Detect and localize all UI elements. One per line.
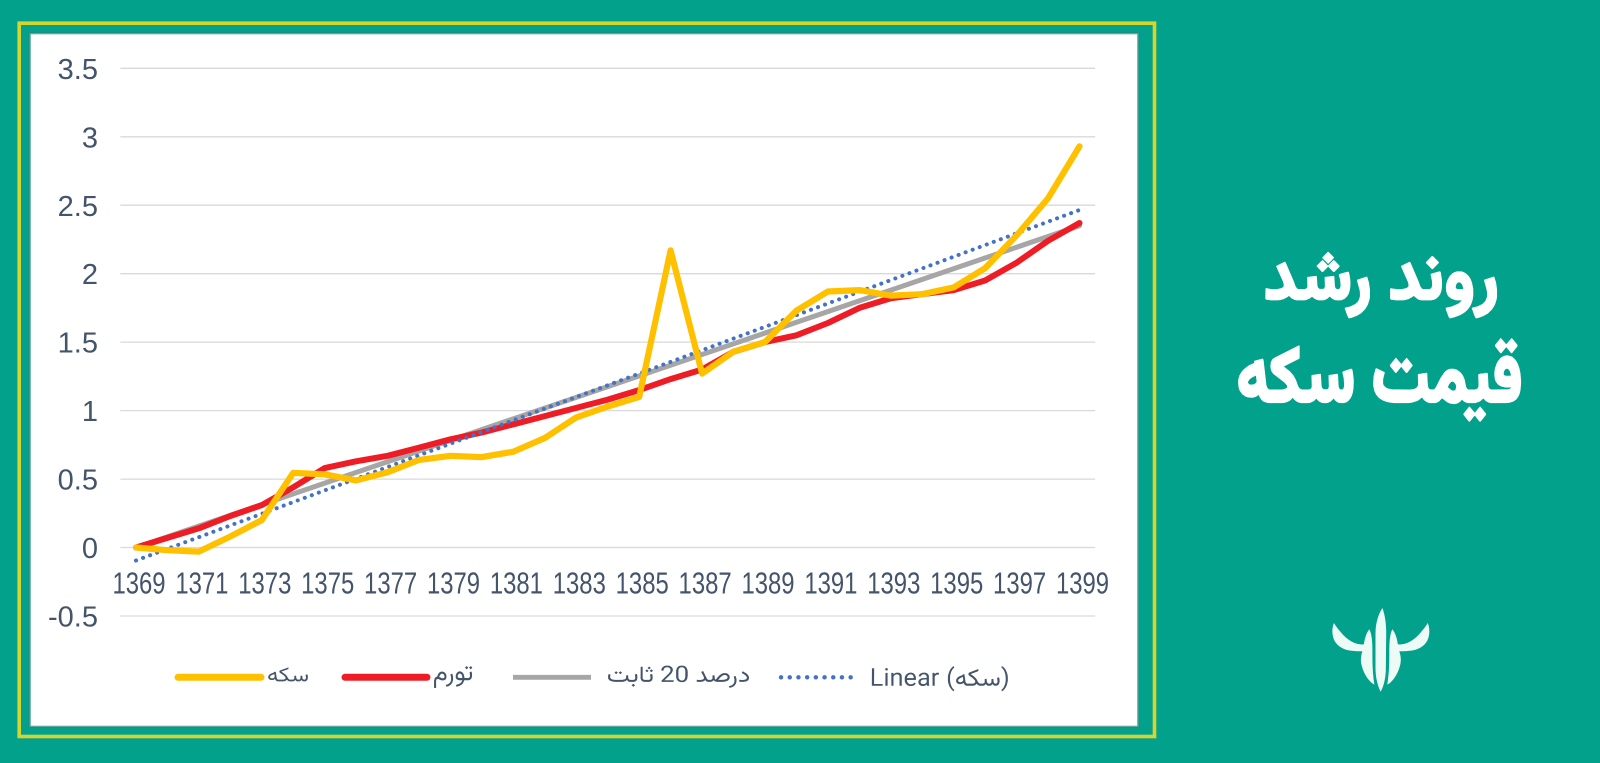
svg-text:2: 2 <box>82 259 98 291</box>
svg-text:1377: 1377 <box>364 565 417 600</box>
svg-text:1: 1 <box>82 396 98 428</box>
svg-text:1389: 1389 <box>741 565 794 600</box>
svg-text:1393: 1393 <box>867 565 920 600</box>
svg-text:1395: 1395 <box>930 565 983 600</box>
svg-text:2.5: 2.5 <box>58 191 98 223</box>
svg-text:1387: 1387 <box>679 565 732 600</box>
svg-text:0.5: 0.5 <box>58 465 98 497</box>
svg-text:1.5: 1.5 <box>58 328 98 360</box>
svg-text:1373: 1373 <box>238 565 291 600</box>
svg-text:-0.5: -0.5 <box>48 602 98 634</box>
svg-text:3: 3 <box>82 122 98 154</box>
svg-text:3.5: 3.5 <box>58 54 98 86</box>
svg-text:1375: 1375 <box>301 565 354 600</box>
svg-text:1397: 1397 <box>993 565 1046 600</box>
svg-text:1385: 1385 <box>616 565 669 600</box>
svg-text:1383: 1383 <box>553 565 606 600</box>
svg-text:1391: 1391 <box>804 565 857 600</box>
svg-text:0: 0 <box>82 533 98 565</box>
svg-text:1379: 1379 <box>427 565 480 600</box>
svg-text:1399: 1399 <box>1056 565 1109 600</box>
svg-text:1369: 1369 <box>112 565 165 600</box>
svg-text:1371: 1371 <box>175 565 228 600</box>
svg-text:1381: 1381 <box>490 565 543 600</box>
